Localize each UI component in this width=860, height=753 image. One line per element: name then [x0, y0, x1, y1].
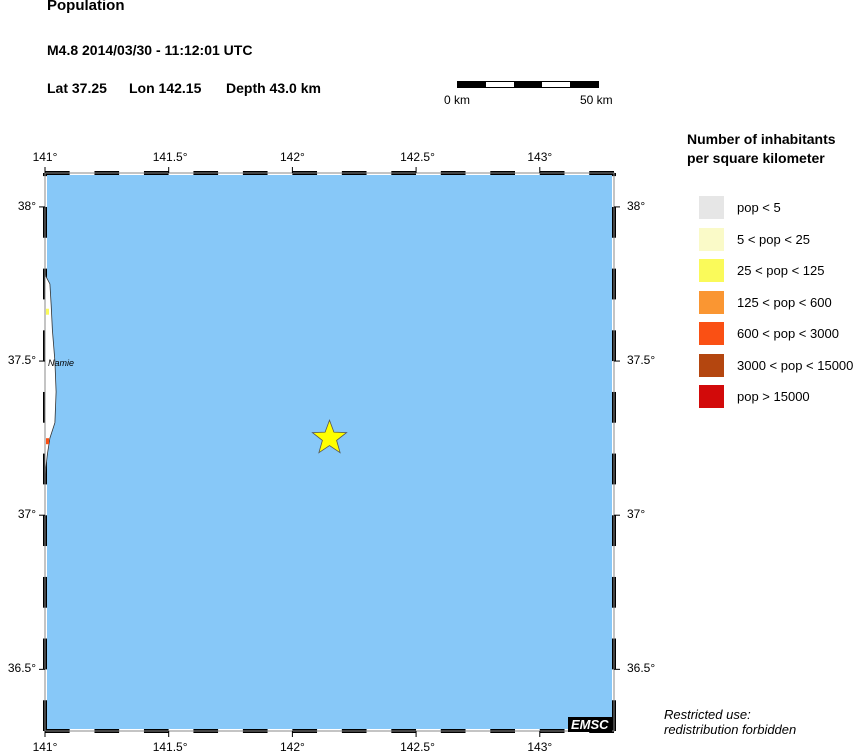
event-depth: Depth 43.0 km — [226, 80, 321, 96]
lat-tick-label-left: 37° — [17, 507, 36, 522]
coastline — [44, 274, 57, 476]
legend-swatch — [699, 322, 724, 345]
scale-end-label: 50 km — [580, 93, 613, 107]
usage-note-line1: Restricted use: — [664, 707, 751, 722]
lat-tick-label-right: 37° — [627, 507, 646, 522]
lat-tick-label-right: 36.5° — [627, 661, 656, 676]
population-cell — [46, 438, 49, 445]
lat-tick-label-left: 38° — [17, 198, 36, 213]
legend-label: 3000 < pop < 15000 — [737, 357, 854, 373]
legend-label: 125 < pop < 600 — [737, 294, 832, 310]
lon-tick-label-top: 141° — [32, 150, 58, 164]
legend-swatch — [699, 290, 724, 314]
lon-tick-label-bottom: 143° — [527, 740, 553, 753]
scale-start-label: 0 km — [444, 93, 471, 107]
lon-tick-label-top: 142° — [279, 150, 305, 164]
event-lat: Lat 37.25 — [47, 80, 107, 96]
star-icon — [311, 418, 348, 454]
event-lon: Lon 142.15 — [129, 80, 202, 96]
population-cell — [46, 308, 49, 315]
sea-area — [45, 173, 614, 731]
lat-tick-label-left: 37.5° — [7, 353, 36, 368]
legend-swatch — [699, 385, 724, 408]
lon-tick-label-bottom: 141.5° — [152, 740, 188, 753]
legend-swatch — [699, 259, 724, 282]
legend-title-line1: Number of inhabitants — [687, 131, 836, 147]
legend-swatch — [699, 196, 724, 219]
lon-tick-label-top: 141.5° — [152, 150, 188, 164]
scale-bar — [457, 81, 599, 88]
lat-tick-label-right: 38° — [627, 198, 646, 213]
legend-title-line2: per square kilometer — [687, 150, 825, 166]
legend-label: pop > 15000 — [737, 389, 810, 404]
usage-note-line2: redistribution forbidden — [664, 722, 797, 737]
legend-label: 600 < pop < 3000 — [737, 326, 839, 341]
place-label-namie: Namie — [48, 358, 75, 369]
legend-label: 5 < pop < 25 — [737, 231, 811, 247]
legend-label: 25 < pop < 125 — [737, 263, 825, 278]
lon-tick-label-bottom: 142.5° — [400, 740, 435, 753]
lon-tick-label-bottom: 142° — [279, 740, 305, 753]
event-info: M4.8 2014/03/30 - 11:12:01 UTC — [47, 42, 253, 58]
figure-title: Population — [47, 0, 125, 14]
lat-tick-label-left: 36.5° — [7, 661, 36, 676]
lat-tick-label-right: 37.5° — [627, 353, 656, 368]
lon-tick-label-top: 143° — [527, 150, 553, 164]
usage-note: Restricted use: redistribution forbidden — [664, 707, 796, 737]
lon-tick-label-bottom: 141° — [32, 740, 58, 753]
map-border — [44, 172, 615, 732]
emsc-logo: EMSC — [568, 717, 612, 732]
legend-swatch — [699, 227, 724, 251]
legend-swatch — [699, 353, 724, 377]
legend-label: pop < 5 — [737, 200, 781, 215]
legend-title: Number of inhabitants per square kilomet… — [687, 130, 836, 168]
lon-tick-label-top: 142.5° — [400, 150, 435, 164]
